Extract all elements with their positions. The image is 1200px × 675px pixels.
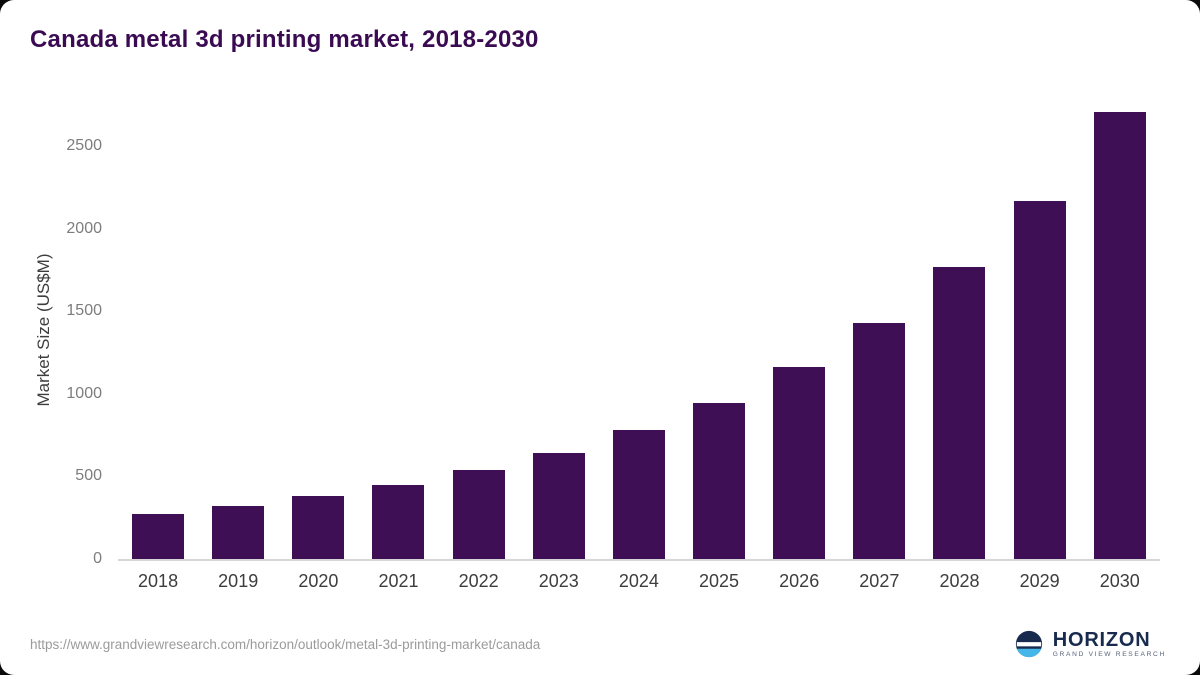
x-axis-labels: 2018 2019 2020 2021 2022 2023 2024 2025 2026 2027… bbox=[118, 571, 1160, 592]
x-tick-label: 2019 bbox=[218, 571, 259, 591]
y-tick-label: 0 bbox=[93, 550, 102, 567]
brand-name: HORIZON bbox=[1052, 628, 1151, 651]
x-tick-label: 2027 bbox=[859, 571, 900, 591]
bars bbox=[118, 100, 1160, 559]
bar-column bbox=[679, 100, 759, 559]
y-tick-label: 1000 bbox=[66, 384, 102, 402]
x-tick-label: 2029 bbox=[1019, 571, 1060, 591]
horizon-logo: HORIZON GRAND VIEW RESEARCH bbox=[1014, 629, 1166, 659]
bar-2021 bbox=[372, 484, 425, 559]
y-tick-label: 1500 bbox=[66, 302, 102, 320]
x-tick-label: 2023 bbox=[538, 571, 579, 591]
y-tick-label: 500 bbox=[75, 467, 102, 485]
bar-2030 bbox=[1093, 111, 1146, 559]
x-tick-label: 2018 bbox=[138, 571, 179, 591]
x-tick-label: 2024 bbox=[618, 571, 659, 591]
brand-subtitle: GRAND VIEW RESEARCH bbox=[1052, 650, 1166, 658]
bar-2027 bbox=[853, 322, 906, 559]
bar-column bbox=[1000, 100, 1080, 559]
bar-column bbox=[358, 100, 438, 559]
bar-column bbox=[439, 100, 519, 559]
x-tick-label: 2021 bbox=[378, 571, 419, 591]
y-tick-label: 2000 bbox=[66, 219, 102, 237]
y-tick-label: 2500 bbox=[66, 137, 102, 155]
bar-column bbox=[1080, 100, 1160, 559]
bar-column bbox=[519, 100, 599, 559]
chart-title: Canada metal 3d printing market, 2018-20… bbox=[30, 26, 539, 53]
bar-column bbox=[118, 100, 198, 559]
bar-2019 bbox=[212, 506, 265, 559]
bar-2024 bbox=[612, 430, 665, 559]
bar-column bbox=[599, 100, 679, 559]
y-axis-title: Market Size (US$M) bbox=[34, 253, 53, 407]
bar-2025 bbox=[693, 402, 746, 559]
bar-2029 bbox=[1013, 200, 1066, 559]
bar-2018 bbox=[132, 514, 185, 559]
bar-column bbox=[198, 100, 278, 559]
horizon-logo-icon bbox=[1015, 630, 1042, 658]
bar-column bbox=[278, 100, 358, 559]
brand-text: HORIZON GRAND VIEW RESEARCH bbox=[1053, 630, 1166, 659]
x-tick-label: 2030 bbox=[1099, 571, 1140, 591]
x-tick-label: 2028 bbox=[939, 571, 980, 591]
bar-column bbox=[919, 100, 999, 559]
bar-2026 bbox=[773, 367, 826, 559]
bar-column bbox=[759, 100, 839, 559]
source-url: https://www.grandviewresearch.com/horizo… bbox=[30, 636, 541, 652]
x-tick-label: 2025 bbox=[699, 571, 740, 591]
footer: https://www.grandviewresearch.com/horizo… bbox=[30, 629, 1166, 659]
bar-2020 bbox=[292, 496, 345, 559]
x-tick-label: 2020 bbox=[298, 571, 339, 591]
bar-2028 bbox=[933, 266, 986, 559]
bar-2022 bbox=[452, 469, 505, 559]
x-tick-label: 2026 bbox=[779, 571, 820, 591]
plot-area: 0 500 1000 1500 2000 2500 2018 2019 2020 2021 202… bbox=[66, 100, 1160, 591]
bar-2023 bbox=[532, 452, 585, 559]
x-tick-label: 2022 bbox=[458, 571, 499, 591]
bar-column bbox=[839, 100, 919, 559]
